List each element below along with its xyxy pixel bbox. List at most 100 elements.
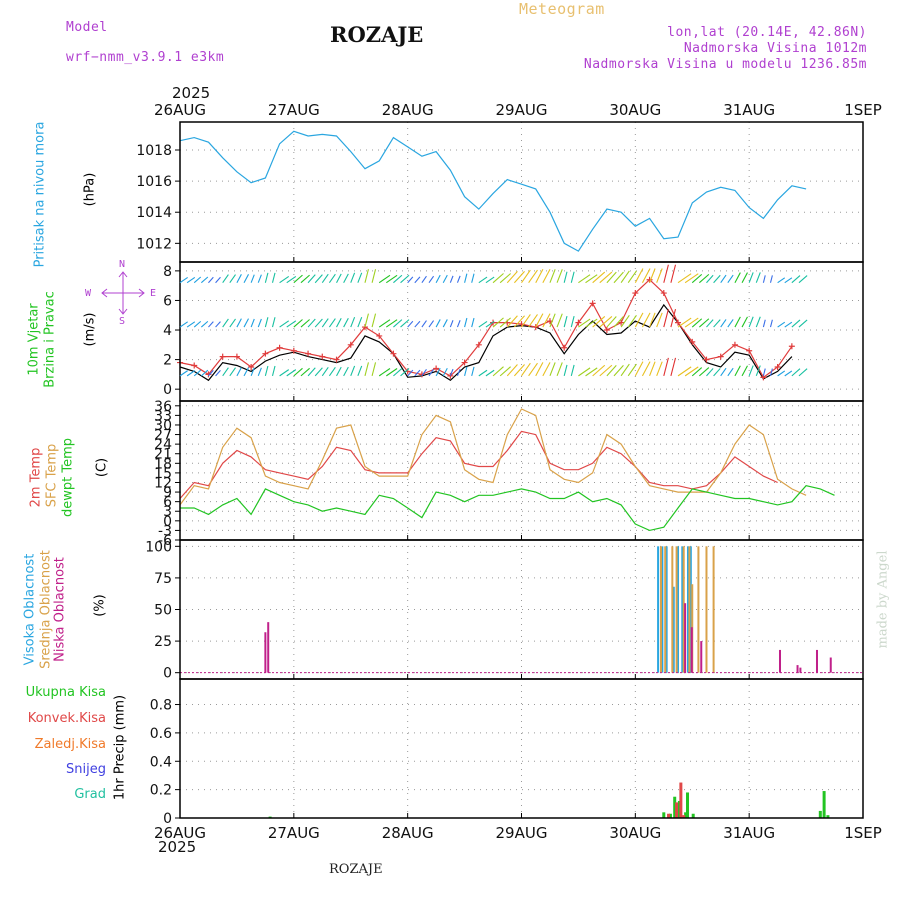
- y-tick-label: 0.2: [150, 783, 172, 799]
- gust-marker: [276, 344, 283, 351]
- wind-arrow: [741, 316, 748, 328]
- wind-arrow: [798, 275, 808, 284]
- bar-niska-oblacnost: [700, 641, 703, 673]
- bar-srednja-oblacnost: [697, 546, 700, 673]
- wind-arrow-row-1: [0, 0, 835, 284]
- wind-arrow: [492, 366, 504, 377]
- wind-arrow: [542, 313, 551, 328]
- bar-konvek-kisa: [667, 813, 671, 818]
- wind-arrow: [442, 367, 448, 377]
- wind-arrow: [264, 317, 269, 328]
- wind-arrow: [570, 316, 575, 328]
- y-tick-label: 1016: [136, 174, 172, 190]
- wind-arrow: [563, 364, 568, 376]
- wind-arrow: [755, 316, 761, 328]
- wind-arrow: [549, 313, 556, 328]
- wind-arrow: [208, 321, 214, 328]
- bar-niska-oblacnost: [264, 632, 267, 673]
- wind-arrow: [0, 0, 835, 376]
- wind-arrow: [499, 366, 511, 377]
- wind-arrow: [471, 273, 475, 283]
- wind-arrow: [535, 313, 544, 328]
- wind-arrow: [400, 368, 410, 377]
- wind-arrow: [464, 273, 468, 283]
- x-tick-label-bottom: 1SEP: [844, 824, 882, 842]
- y-tick-label: 18: [154, 456, 172, 472]
- gust-marker: [660, 290, 667, 297]
- wind-arrow: [236, 318, 242, 328]
- wind-arrow: [592, 364, 606, 377]
- wind-arrow: [769, 275, 773, 283]
- series-line-10m-wind-speed: [179, 303, 793, 382]
- x-tick-label-bottom: 29AUG: [496, 824, 548, 842]
- precip-legend-freezing: Zaledj.Kisa: [34, 737, 106, 752]
- gust-marker: [589, 300, 596, 307]
- y-tick-label: -3: [158, 523, 172, 539]
- wind-arrow: [257, 274, 262, 283]
- wind-arrow: [670, 264, 677, 283]
- wind-arrow: [442, 319, 448, 328]
- wind-arrow: [492, 317, 504, 328]
- bar-srednja-oblacnost: [664, 546, 667, 673]
- wind-arrow: [0, 0, 820, 283]
- wind-arrow: [549, 362, 556, 377]
- wind-arrow: [0, 0, 827, 327]
- wind-arrow: [179, 276, 188, 284]
- wind-arrow: [386, 274, 398, 284]
- wind-arrow: [755, 272, 761, 283]
- wind-arrow: [193, 320, 202, 328]
- bar-ukupna-kisa: [684, 812, 688, 818]
- series-line-dewpt-temp: [180, 485, 835, 532]
- y-tick-label: 24: [154, 437, 172, 453]
- wind-arrow: [563, 271, 568, 283]
- bar-visoka-oblacnost: [657, 546, 660, 673]
- bar-ukupna-kisa: [668, 813, 672, 818]
- y-tick-label: 0: [163, 666, 172, 682]
- wind-arrow: [400, 274, 410, 284]
- wind-arrow: [0, 0, 827, 283]
- precip-legend-total: Ukupna Kisa: [25, 685, 106, 700]
- wind-arrow: [713, 368, 721, 377]
- wind-arrow: [456, 368, 461, 377]
- wind-arrow: [243, 318, 250, 328]
- y-tick-label: 1018: [136, 143, 172, 159]
- x-tick-label-bottom: 27AUG: [268, 824, 320, 842]
- wind-arrow: [713, 274, 721, 284]
- wind-arrow: [641, 312, 651, 328]
- bar-visoka-oblacnost: [686, 546, 689, 673]
- wind-arrow: [649, 268, 656, 283]
- gust-marker: [248, 363, 255, 370]
- wind-arrow: [620, 363, 630, 377]
- wind-arrow: [435, 274, 441, 283]
- wind-arrow: [663, 264, 669, 283]
- series-line-pritisak-na-nivou-mora: [179, 130, 807, 252]
- wind-arrow: [343, 366, 349, 377]
- bar-konvek-kisa: [675, 802, 679, 818]
- wind-arrow: [321, 367, 329, 377]
- wind-arrow: [449, 320, 454, 328]
- wind-arrow: [236, 367, 242, 377]
- wind-arrow: [677, 317, 692, 328]
- wind-arrow: [307, 318, 316, 328]
- wind-arrow: [236, 274, 242, 283]
- wind-arrow: [279, 320, 290, 328]
- wind-arrow: [0, 0, 835, 283]
- bar-ukupna-kisa: [662, 812, 666, 818]
- bar-niska-oblacnost: [815, 649, 818, 673]
- wind-arrow: [257, 367, 262, 377]
- wind-arrow: [720, 319, 727, 328]
- wind-arrow: [777, 370, 786, 377]
- lonlat-info: lon,lat (20.14E, 42.86N): [667, 25, 867, 40]
- wind-arrow: [321, 318, 329, 328]
- wind-arrow: [0, 0, 806, 327]
- wind-arrow: [314, 367, 323, 377]
- y-tick-label: 0: [163, 811, 172, 827]
- wind-arrow: [699, 318, 710, 328]
- wind-arrow: [741, 272, 748, 283]
- wind-arrow: [307, 274, 316, 284]
- gust-marker: [290, 347, 297, 354]
- wind-arrow: [0, 0, 827, 376]
- wind-arrow: [314, 318, 323, 328]
- wind-arrow: [186, 276, 196, 284]
- wind-arrow: [208, 370, 214, 377]
